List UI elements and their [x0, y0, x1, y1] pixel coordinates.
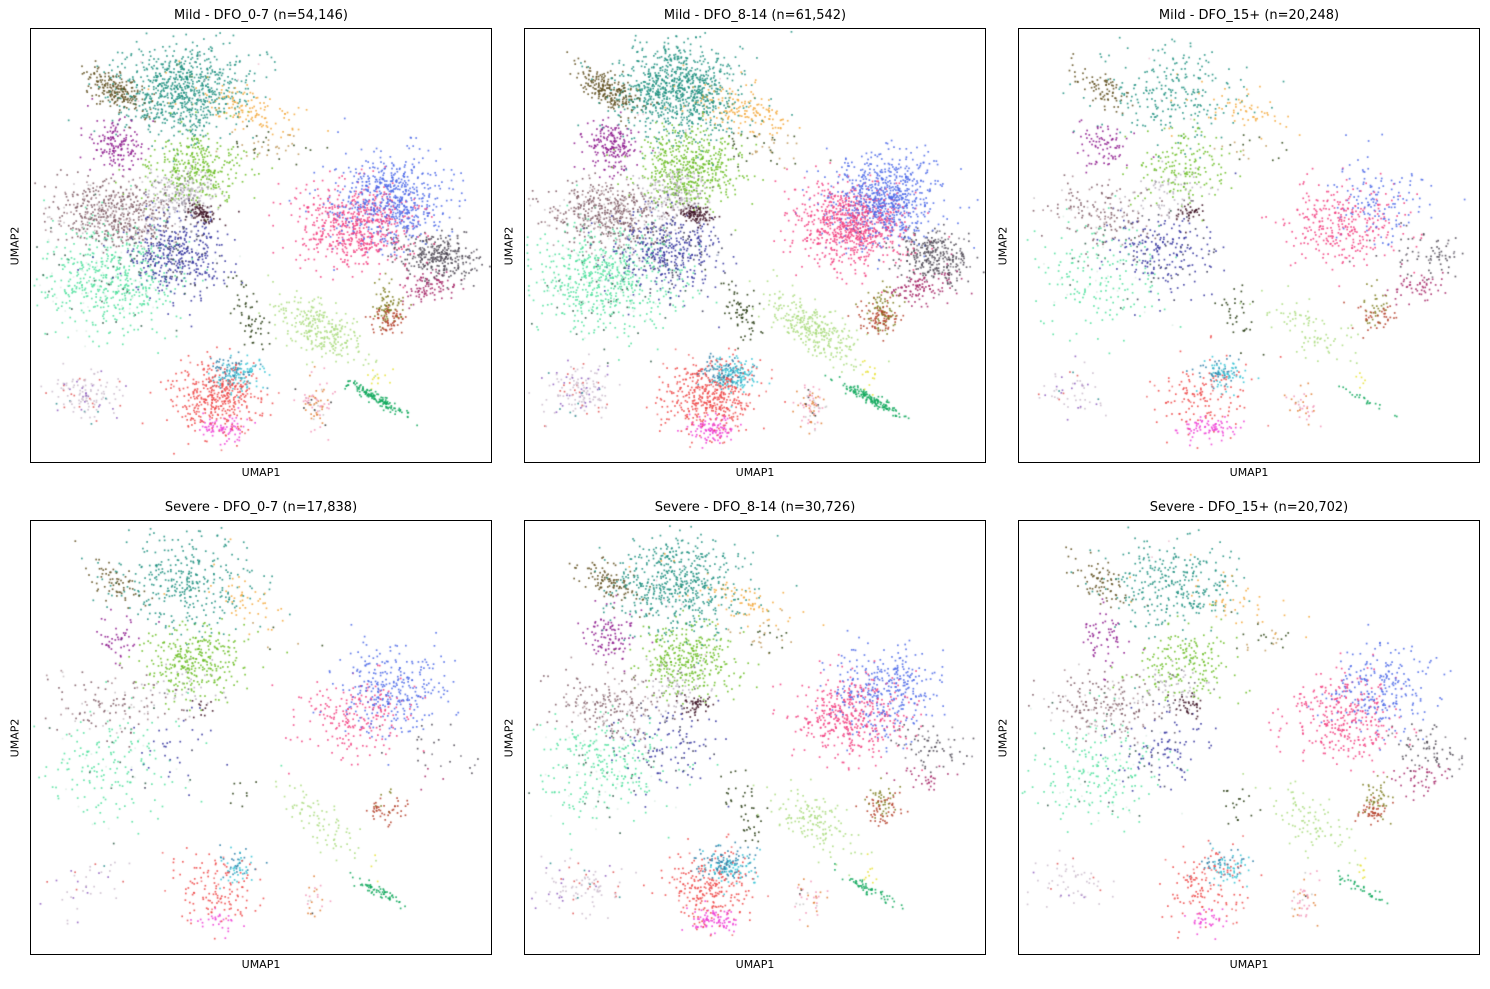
plot-area: UMAP2 — [997, 28, 1480, 463]
plot-area: UMAP2 — [9, 28, 492, 463]
umap-scatter-canvas — [31, 29, 491, 462]
y-axis-label: UMAP2 — [502, 718, 516, 757]
panel-severe-dfo-15plus: Severe - DFO_15+ (n=20,702) UMAP2 UMAP1 — [997, 498, 1480, 971]
umap-scatter-canvas — [1019, 521, 1479, 954]
y-axis-label: UMAP2 — [996, 226, 1010, 265]
panel-severe-dfo-0-7: Severe - DFO_0-7 (n=17,838) UMAP2 UMAP1 — [9, 498, 492, 971]
plot-area: UMAP2 — [9, 520, 492, 955]
y-axis-label: UMAP2 — [996, 718, 1010, 757]
umap-scatter-canvas — [525, 521, 985, 954]
x-axis-label: UMAP1 — [241, 958, 281, 971]
panel-severe-dfo-8-14: Severe - DFO_8-14 (n=30,726) UMAP2 UMAP1 — [503, 498, 986, 971]
panel-title: Severe - DFO_8-14 (n=30,726) — [654, 500, 856, 515]
x-axis-label: UMAP1 — [735, 958, 775, 971]
x-axis-label: UMAP1 — [735, 466, 775, 479]
panel-title: Mild - DFO_0-7 (n=54,146) — [174, 8, 348, 23]
y-axis-label: UMAP2 — [8, 226, 22, 265]
panel-mild-dfo-15plus: Mild - DFO_15+ (n=20,248) UMAP2 UMAP1 — [997, 6, 1480, 479]
panel-mild-dfo-8-14: Mild - DFO_8-14 (n=61,542) UMAP2 UMAP1 — [503, 6, 986, 479]
umap-scatter-canvas — [525, 29, 985, 462]
plot-area: UMAP2 — [503, 28, 986, 463]
x-axis-label: UMAP1 — [241, 466, 281, 479]
umap-scatter-canvas — [1019, 29, 1479, 462]
x-axis-label: UMAP1 — [1229, 958, 1269, 971]
x-axis-label: UMAP1 — [1229, 466, 1269, 479]
plot-area: UMAP2 — [997, 520, 1480, 955]
panel-title: Severe - DFO_0-7 (n=17,838) — [164, 500, 358, 515]
panel-title: Mild - DFO_8-14 (n=61,542) — [663, 8, 847, 23]
panel-title: Severe - DFO_15+ (n=20,702) — [1149, 500, 1349, 515]
y-axis-label: UMAP2 — [8, 718, 22, 757]
y-axis-label: UMAP2 — [502, 226, 516, 265]
panel-mild-dfo-0-7: Mild - DFO_0-7 (n=54,146) UMAP2 UMAP1 — [9, 6, 492, 479]
panel-title: Mild - DFO_15+ (n=20,248) — [1158, 8, 1340, 23]
umap-scatter-canvas — [31, 521, 491, 954]
plot-area: UMAP2 — [503, 520, 986, 955]
